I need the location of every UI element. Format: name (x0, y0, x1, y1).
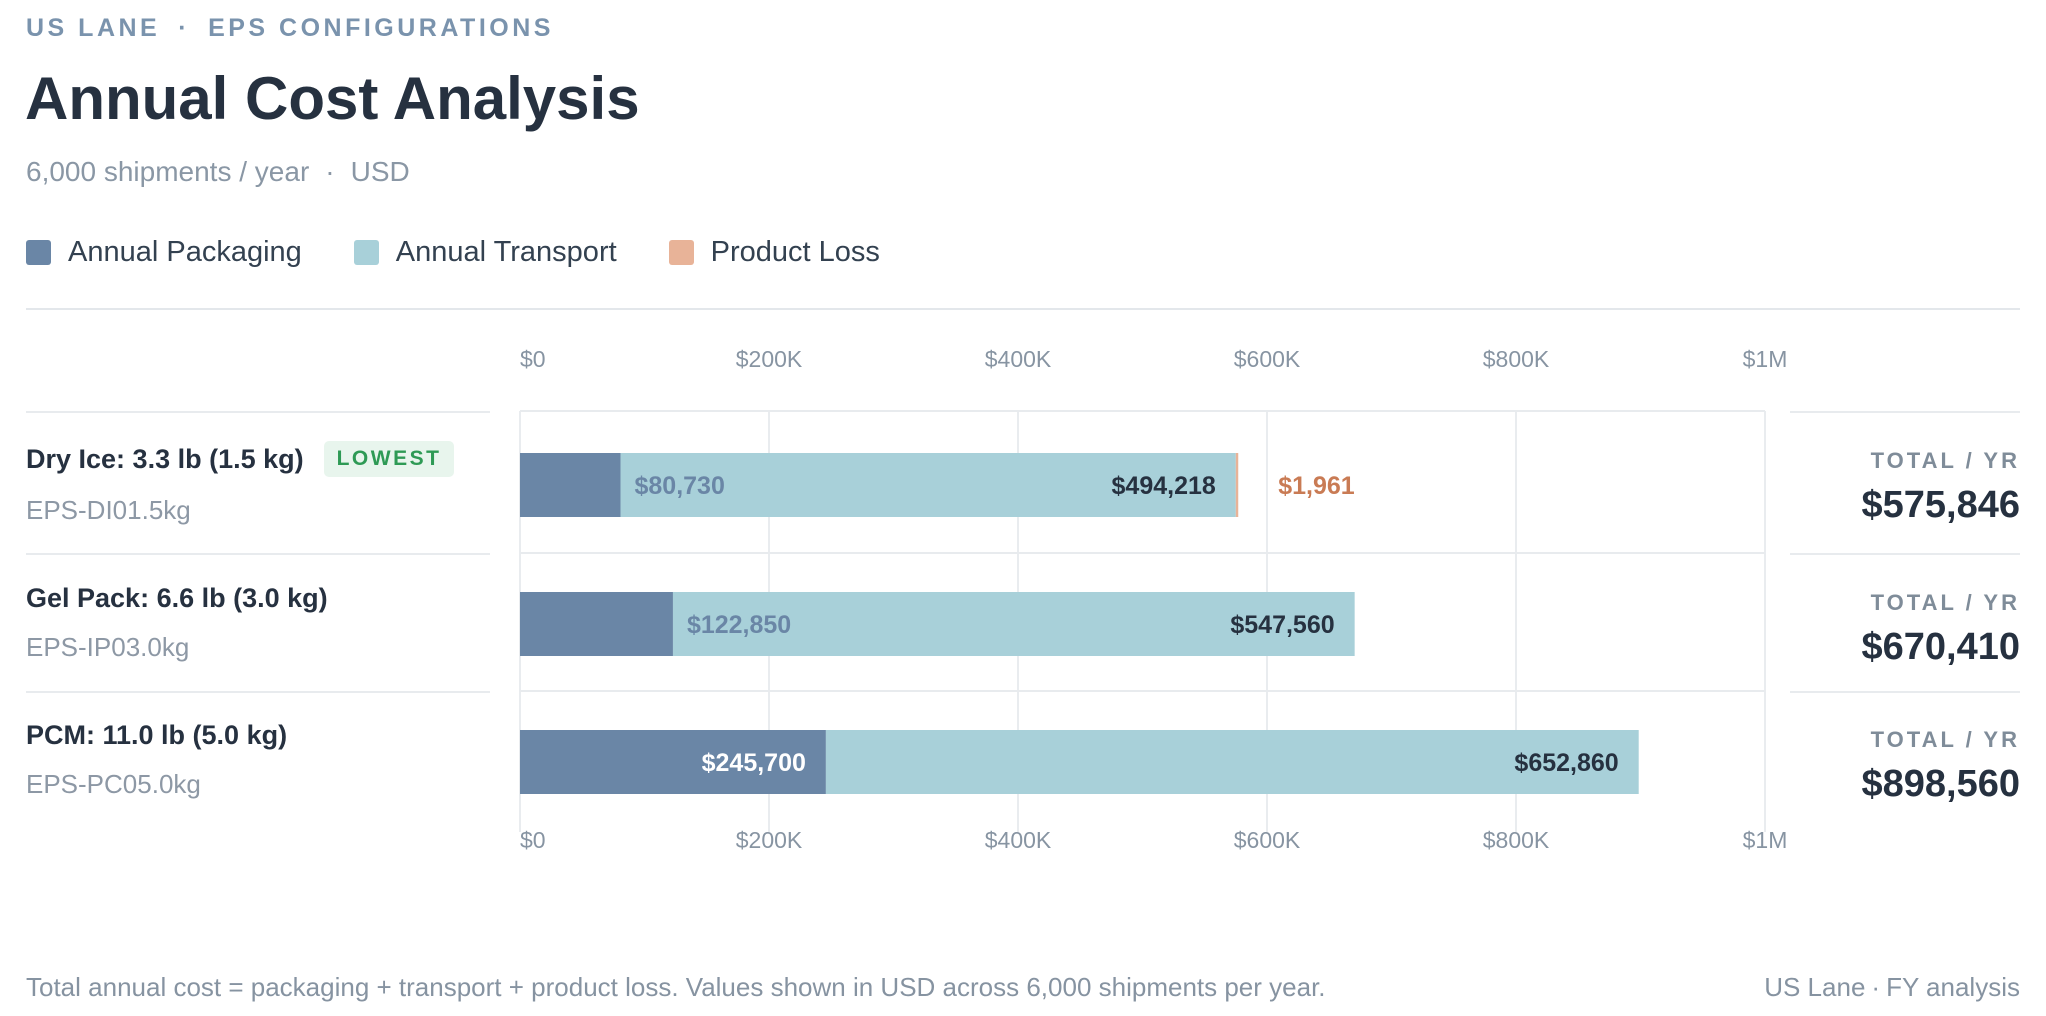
legend-item-packaging: Annual Packaging (26, 236, 302, 269)
chart-legend: Annual Packaging Annual Transport Produc… (26, 236, 932, 269)
bar-packaging (520, 730, 826, 794)
row-divider (1790, 553, 2020, 555)
eyebrow: US LANE · EPS CONFIGURATIONS (26, 14, 554, 43)
bar-product-loss (1235, 453, 1239, 517)
x-tick-label-bottom: $1M (1743, 827, 1788, 853)
row-divider (1790, 411, 2020, 413)
option-name: Gel Pack: 6.6 lb (3.0 kg) (26, 583, 328, 613)
footer-period: FY analysis (1886, 972, 2020, 1002)
bar-transport (672, 592, 1355, 656)
x-tick-label-bottom: $800K (1483, 827, 1550, 853)
total-value: $575,846 (1861, 484, 2021, 526)
page-title: Annual Cost Analysis (25, 65, 640, 132)
footer-separator: · (1871, 972, 1881, 1002)
bar-transport (620, 453, 1236, 517)
legend-swatch-transport (353, 240, 379, 265)
total-value: $898,560 (1861, 763, 2021, 805)
option-label-pcm: PCM: 11.0 lb (5.0 kg) EPS-PC05.0kg (26, 720, 287, 800)
row-divider (26, 691, 490, 693)
x-tick-label-top: $0 (520, 346, 546, 372)
option-code: EPS-DI01.5kg (26, 495, 191, 525)
x-tick-label-top: $1M (1743, 346, 1788, 372)
x-tick-label-bottom: $400K (985, 827, 1052, 853)
eyebrow-lane: US LANE (26, 14, 161, 42)
header-divider (26, 308, 2020, 310)
bar-label-product-loss: $1,961 (1278, 472, 1355, 500)
bar-label-transport: $652,860 (1514, 749, 1618, 777)
x-tick-label-top: $200K (736, 346, 803, 372)
footer-meta: US Lane · FY analysis (1764, 972, 2020, 1003)
subtitle-separator: · (325, 156, 335, 187)
legend-label-packaging: Annual Packaging (68, 236, 302, 268)
row-divider (1790, 691, 2020, 693)
legend-swatch-product-loss (668, 240, 694, 265)
x-tick-label-bottom: $0 (520, 827, 546, 853)
subtitle-currency: USD (350, 156, 410, 187)
bar-label-packaging: $122,850 (687, 611, 791, 639)
option-name: Dry Ice: 3.3 lb (1.5 kg) (26, 443, 304, 474)
footer-note: Total annual cost = packaging + transpor… (26, 972, 1326, 1002)
legend-swatch-packaging (26, 240, 51, 265)
total-label: TOTAL / YR (1870, 590, 2020, 615)
subtitle-shipments: 6,000 shipments / year (26, 156, 310, 187)
bar-packaging (520, 453, 621, 517)
bar-transport (825, 730, 1639, 794)
legend-item-transport: Annual Transport (353, 236, 617, 269)
bar-label-packaging: $245,700 (702, 749, 806, 777)
bar-label-packaging: $80,730 (635, 472, 725, 500)
lowest-badge: LOWEST (323, 441, 455, 477)
legend-label-product-loss: Product Loss (710, 236, 880, 268)
bar-packaging (520, 592, 673, 656)
x-tick-label-bottom: $600K (1234, 827, 1301, 853)
total-label: TOTAL / YR (1870, 727, 2020, 752)
bar-label-transport: $494,218 (1112, 472, 1216, 500)
x-tick-label-bottom: $200K (736, 827, 803, 853)
x-tick-label-top: $400K (985, 346, 1052, 372)
x-tick-label-top: $800K (1483, 346, 1550, 372)
footer-lane: US Lane (1764, 972, 1866, 1002)
option-name: PCM: 11.0 lb (5.0 kg) (26, 720, 288, 750)
eyebrow-separator: · (178, 14, 191, 42)
total-gel-pack: TOTAL / YR $670,410 (1720, 590, 2021, 669)
eyebrow-section: EPS CONFIGURATIONS (208, 14, 554, 42)
page-subtitle: 6,000 shipments / year · USD (26, 156, 410, 188)
total-dry-ice: TOTAL / YR $575,846 (1720, 448, 2021, 527)
total-pcm: TOTAL / YR $898,560 (1720, 727, 2021, 806)
row-divider (26, 553, 490, 555)
total-label: TOTAL / YR (1870, 448, 2020, 473)
option-label-dry-ice: Dry Ice: 3.3 lb (1.5 kg) LOWEST EPS-DI01.… (26, 441, 455, 526)
bar-label-transport: $547,560 (1230, 611, 1334, 639)
legend-item-product-loss: Product Loss (668, 236, 880, 269)
x-tick-label-top: $600K (1234, 346, 1301, 372)
option-label-gel-pack: Gel Pack: 6.6 lb (3.0 kg) EPS-IP03.0kg (26, 583, 328, 663)
legend-label-transport: Annual Transport (395, 236, 617, 268)
option-code: EPS-PC05.0kg (26, 769, 201, 799)
option-code: EPS-IP03.0kg (26, 632, 190, 662)
row-divider (26, 411, 490, 413)
total-value: $670,410 (1861, 626, 2021, 668)
